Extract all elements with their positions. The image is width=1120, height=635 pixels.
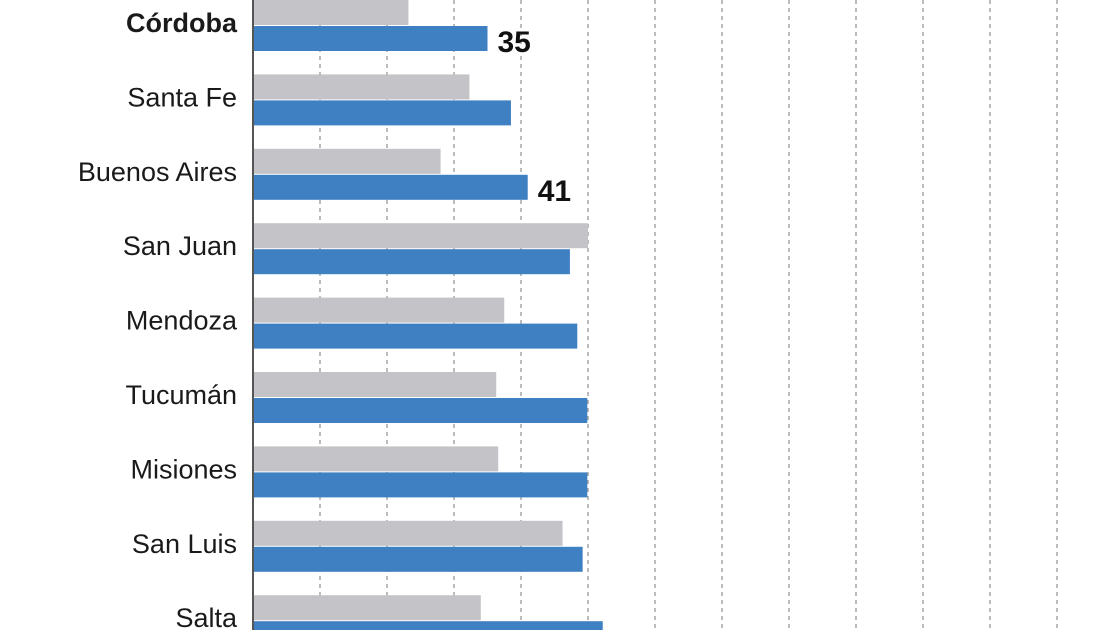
bar-previous [253,74,470,100]
bar-current [253,249,570,275]
data-label: 35 [498,26,531,59]
data-label: 41 [538,175,571,208]
bar-previous [253,0,409,25]
bar-current [253,398,588,423]
bar-current [253,100,511,126]
category-label: Tucumán [125,380,237,410]
bar-current [253,26,488,51]
category-label: Santa Fe [127,82,237,112]
bar-current [253,174,528,200]
category-label: Misiones [130,454,237,484]
bar-previous [253,595,481,621]
labels: Córdoba 35 Santa Fe Buenos Aires 41 San Juan M… [78,8,571,633]
category-label: San Juan [123,231,237,261]
bar-previous [253,148,441,174]
bar-current [253,546,583,572]
category-label: Salta [175,603,238,630]
bar-previous [253,223,588,249]
bar-previous [253,520,563,546]
bar-current [253,621,603,635]
bar-current [253,323,578,349]
category-label: Córdoba [126,8,238,38]
bar-current [253,472,588,498]
bar-previous [253,446,499,472]
category-label: Buenos Aires [78,157,237,187]
bar-previous [253,297,505,323]
bars [253,0,603,635]
category-label: Mendoza [126,306,238,336]
category-label: San Luis [132,529,237,559]
bar-previous [253,372,497,397]
